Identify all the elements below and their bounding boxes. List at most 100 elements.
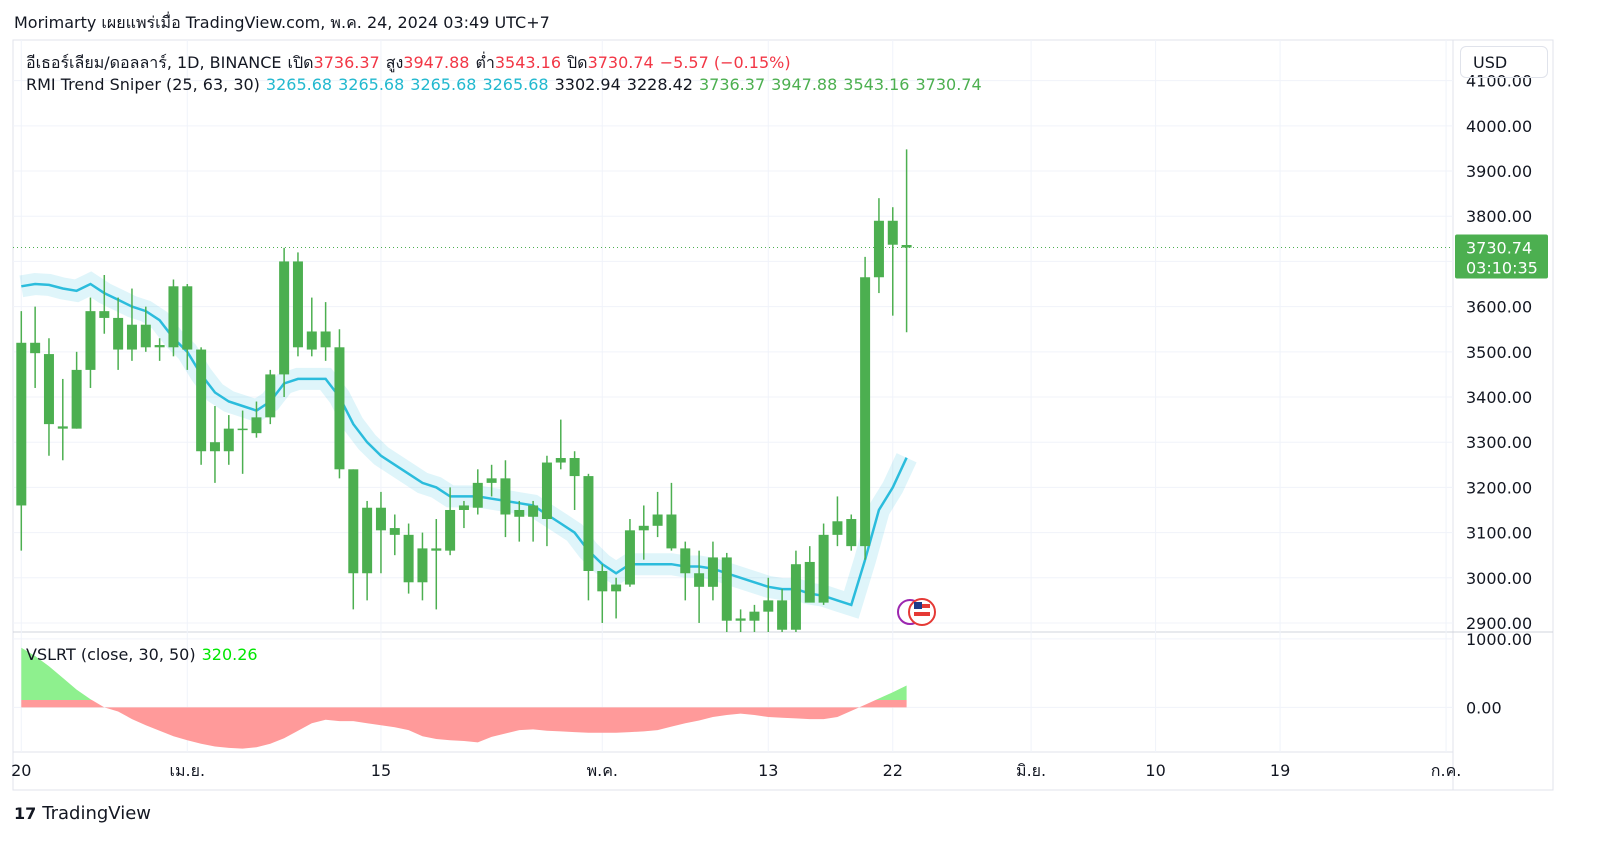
candle-body bbox=[597, 570, 608, 592]
candle-body bbox=[638, 525, 649, 531]
y-tick-label: 1000.00 bbox=[1466, 630, 1532, 649]
rmi-value: 3543.16 bbox=[843, 75, 910, 94]
candle-body bbox=[348, 469, 359, 574]
rmi-legend: RMI Trend Sniper (25, 63, 30) 3265.68 3265… bbox=[26, 75, 988, 94]
change: −5.57 (−0.15%) bbox=[659, 53, 791, 72]
chart-frame bbox=[12, 39, 1554, 791]
candle-body bbox=[237, 428, 248, 431]
publish-info: Morimarty เผยแพร่เมื่อ TradingView.com, … bbox=[14, 13, 550, 32]
ohlc-label: เปิด bbox=[287, 53, 314, 72]
y-tick-label: 0.00 bbox=[1466, 698, 1502, 717]
candle-body bbox=[182, 286, 193, 350]
candle-body bbox=[514, 509, 525, 517]
candle-body bbox=[431, 548, 442, 551]
candle-body bbox=[140, 324, 151, 348]
candle-body bbox=[389, 528, 400, 535]
candle-body bbox=[666, 514, 677, 549]
y-tick-label: 2900.00 bbox=[1466, 614, 1532, 633]
candle-body bbox=[16, 342, 27, 506]
candle-body bbox=[320, 331, 331, 348]
candle-body bbox=[873, 220, 884, 278]
symbol-legend: อีเธอร์เลียม/ดอลลาร์, 1D, BINANCE เปิด373… bbox=[26, 51, 797, 76]
price-label: 3730.74 bbox=[1466, 239, 1532, 258]
brand-logo: 𝟭𝟳 TradingView bbox=[14, 803, 151, 824]
candle-body bbox=[458, 505, 469, 510]
vslrt-name: VSLRT (close, 30, 50) bbox=[26, 645, 196, 664]
rmi-value: 3265.68 bbox=[338, 75, 405, 94]
candle-body bbox=[113, 317, 124, 350]
candle-body bbox=[846, 519, 857, 547]
candle-body bbox=[85, 311, 96, 370]
ohlc-value: 3947.88 bbox=[403, 53, 470, 72]
vslrt-negative-area bbox=[21, 700, 907, 749]
candle-body bbox=[445, 509, 456, 551]
x-tick-label: พ.ค. bbox=[587, 761, 618, 780]
price-label-box bbox=[1455, 234, 1548, 279]
candle-body bbox=[71, 369, 82, 429]
candle-body bbox=[624, 530, 635, 585]
candle-body bbox=[486, 478, 497, 483]
y-tick-label: 3400.00 bbox=[1466, 388, 1532, 407]
flag-canton bbox=[914, 602, 922, 609]
candle-body bbox=[99, 311, 110, 318]
candle-body bbox=[154, 345, 165, 348]
symbol: อีเธอร์เลียม/ดอลลาร์, 1D, BINANCE bbox=[26, 53, 282, 72]
brand-name: TradingView bbox=[42, 803, 152, 824]
candle-body bbox=[472, 482, 483, 508]
x-tick-label: 10 bbox=[1145, 761, 1165, 780]
rmi-value: 3947.88 bbox=[771, 75, 838, 94]
y-tick-label: 4000.00 bbox=[1466, 117, 1532, 136]
rmi-value: 3730.74 bbox=[915, 75, 982, 94]
ohlc-label: ปิด bbox=[567, 53, 588, 72]
candle-body bbox=[362, 507, 373, 574]
flag-stripe bbox=[914, 612, 930, 616]
candle-body bbox=[804, 561, 815, 603]
x-tick-label: 15 bbox=[371, 761, 391, 780]
candle-body bbox=[721, 557, 732, 621]
candle-body bbox=[279, 261, 290, 375]
candle-body bbox=[528, 505, 539, 517]
candle-body bbox=[611, 584, 622, 592]
candle-body bbox=[292, 261, 303, 348]
y-tick-label: 3200.00 bbox=[1466, 478, 1532, 497]
vslrt-value: 320.26 bbox=[201, 645, 258, 664]
candle-body bbox=[887, 220, 898, 245]
candle-body bbox=[265, 374, 276, 418]
x-tick-label: ก.ค. bbox=[1431, 761, 1462, 780]
y-tick-label: 4100.00 bbox=[1466, 72, 1532, 91]
rmi-value: 3265.68 bbox=[265, 75, 333, 94]
candle-body bbox=[763, 600, 774, 612]
candle-body bbox=[223, 428, 234, 452]
y-tick-label: 3000.00 bbox=[1466, 569, 1532, 588]
currency-button[interactable]: USD bbox=[1460, 46, 1548, 78]
candle-body bbox=[417, 548, 428, 583]
candle-body bbox=[43, 354, 54, 425]
candle-body bbox=[790, 564, 801, 630]
candle-body bbox=[334, 347, 345, 470]
rmi-value: 3302.94 bbox=[554, 75, 621, 94]
candle-body bbox=[57, 426, 68, 429]
ohlc-value: 3736.37 bbox=[313, 53, 380, 72]
rmi-band bbox=[19, 271, 917, 619]
candle-body bbox=[680, 548, 691, 574]
rmi-value: 3228.42 bbox=[626, 75, 693, 94]
y-tick-label: 3800.00 bbox=[1466, 207, 1532, 226]
y-tick-label: 3500.00 bbox=[1466, 343, 1532, 362]
rmi-value: 3265.68 bbox=[410, 75, 477, 94]
candle-body bbox=[541, 462, 552, 520]
ohlc-label: ต่ำ bbox=[475, 53, 495, 72]
candle-body bbox=[403, 534, 414, 583]
countdown: 03:10:35 bbox=[1466, 259, 1538, 278]
candle-body bbox=[569, 458, 580, 477]
candle-body bbox=[209, 442, 220, 452]
y-tick-label: 3100.00 bbox=[1466, 524, 1532, 543]
candle-body bbox=[707, 557, 718, 587]
vslrt-legend: VSLRT (close, 30, 50) 320.26 bbox=[26, 645, 264, 664]
candle-body bbox=[749, 611, 760, 621]
ohlc-value: 3730.74 bbox=[587, 53, 654, 72]
candle-body bbox=[777, 600, 788, 630]
candle-body bbox=[901, 244, 912, 248]
candle-body bbox=[555, 458, 566, 463]
rmi-value: 3265.68 bbox=[482, 75, 549, 94]
